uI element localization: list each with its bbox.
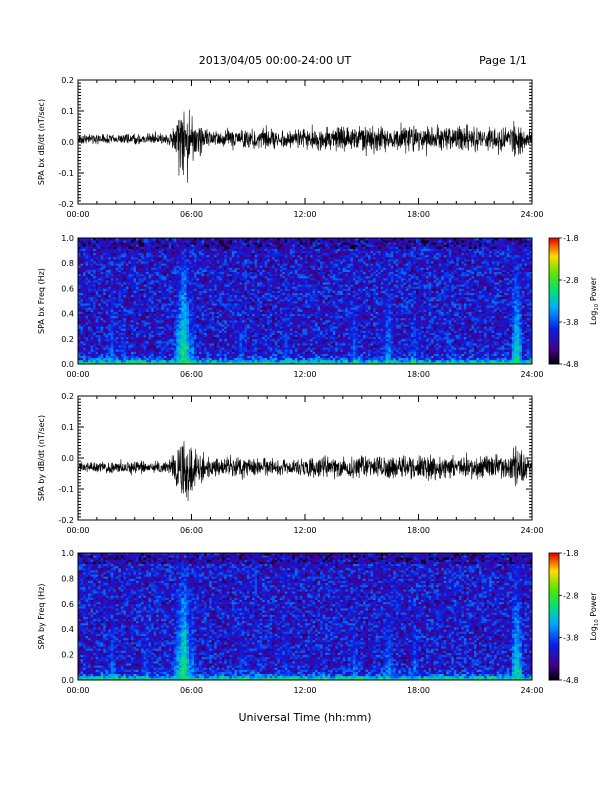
- x-tick-label: 06:00: [180, 210, 203, 219]
- y-tick-label: 0.6: [61, 284, 74, 293]
- y-tick-label: 0.8: [61, 259, 74, 268]
- y-axis-label: SPA bx dB/dt (nT/sec): [37, 99, 46, 185]
- x-tick-label: 18:00: [407, 210, 430, 219]
- y-tick-label: 1.0: [61, 234, 74, 243]
- page-number: Page 1/1: [479, 54, 527, 67]
- x-tick-label: 06:00: [180, 370, 203, 379]
- x-tick-label: 18:00: [407, 370, 430, 379]
- x-tick-label: 12:00: [293, 210, 316, 219]
- panel-stack: 00:00 06:00 12:00 18:00 24:00 0.2 0.1 0.0 -0.1 -0…: [37, 76, 600, 695]
- x-tick-label: 24:00: [520, 210, 543, 219]
- series-trace: [78, 110, 532, 183]
- x-tick-label: 12:00: [293, 370, 316, 379]
- x-tick-label: 00:00: [66, 210, 89, 219]
- y-tick-label: 0.2: [61, 76, 74, 85]
- y-tick-label: -0.1: [58, 169, 74, 178]
- y-tick-label: 0.4: [61, 310, 74, 319]
- y-axis-label: SPA bx Freq (Hz): [37, 268, 46, 334]
- spectrogram-cells: [78, 238, 532, 364]
- y-tick-label: 0.0: [61, 138, 74, 147]
- time-axis-label: Universal Time (hh:mm): [239, 711, 372, 724]
- y-tick-label: 0.0: [61, 360, 74, 369]
- y-tick-label: 0.1: [61, 107, 74, 116]
- y-tick-label: 0.2: [61, 335, 74, 344]
- figure-title: 2013/04/05 00:00-24:00 UT: [199, 54, 352, 67]
- plot-frame: [78, 80, 532, 204]
- x-tick-label: 24:00: [520, 370, 543, 379]
- x-tick-label: 00:00: [66, 370, 89, 379]
- y-tick-label: -0.2: [58, 200, 74, 209]
